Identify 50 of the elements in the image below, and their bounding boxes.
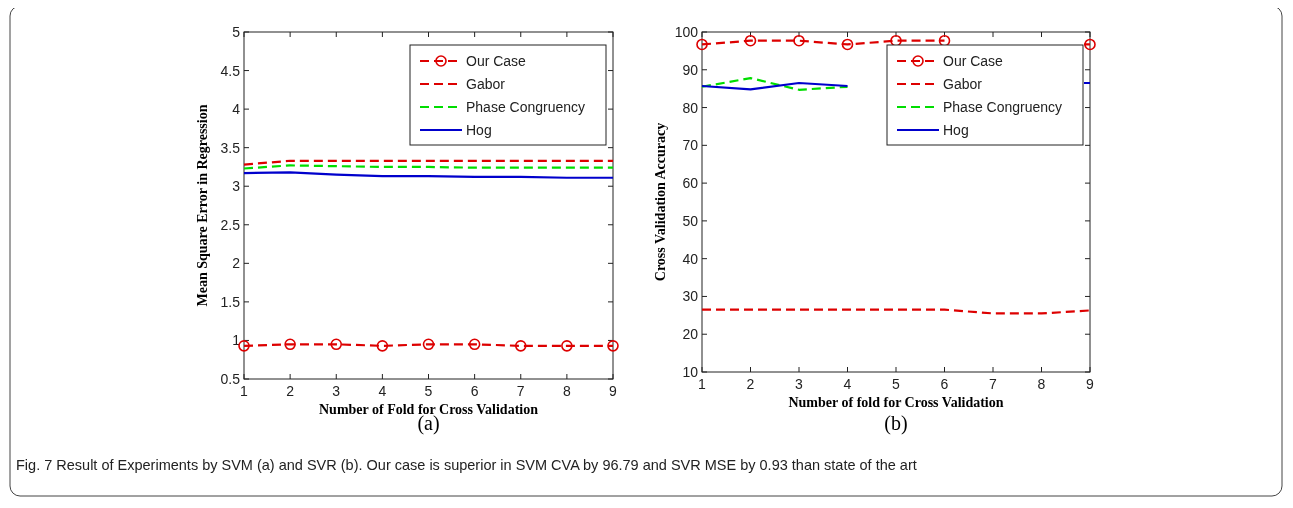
- x-tick-label: 2: [746, 376, 755, 392]
- y-tick-label: 40: [682, 250, 699, 267]
- y-tick-label: 2.5: [220, 216, 241, 233]
- y-tick-label: 4.5: [220, 62, 241, 79]
- legend-label: Phase Congruency: [466, 99, 586, 115]
- legend-label: Gabor: [943, 76, 983, 92]
- y-tick-label: 1: [232, 332, 241, 349]
- x-tick-label: 7: [516, 383, 525, 399]
- legend-label: Hog: [466, 122, 492, 138]
- y-tick-label: 3.5: [220, 139, 241, 156]
- x-tick-label: 8: [562, 383, 571, 399]
- legend-label: Gabor: [466, 76, 506, 92]
- x-tick-label: 5: [424, 383, 433, 399]
- y-tick-label: 3: [232, 178, 241, 195]
- y-tick-label: 60: [682, 175, 699, 192]
- y-tick-label: 10: [682, 364, 699, 380]
- y-tick-label: 5: [232, 24, 241, 40]
- y-tick-label: 4: [232, 101, 241, 118]
- y-tick-label: 20: [682, 326, 699, 343]
- y-tick-label: 1.5: [220, 293, 241, 310]
- y-tick-label: 100: [674, 24, 699, 40]
- x-tick-label: 4: [843, 376, 852, 392]
- y-tick-label: 50: [682, 212, 699, 229]
- legend-label: Phase Congruency: [943, 99, 1063, 115]
- y-tick-label: 30: [682, 288, 699, 305]
- x-tick-label: 2: [286, 383, 295, 399]
- y-tick-label: 80: [682, 99, 699, 116]
- x-axis-title: Number of Fold for Cross Validation: [319, 402, 539, 417]
- y-tick-label: 70: [682, 137, 699, 154]
- x-tick-label: 5: [892, 376, 901, 392]
- x-tick-label: 4: [378, 383, 387, 399]
- y-axis-title: Cross Validation Accuracy: [653, 122, 668, 282]
- x-tick-label: 3: [795, 376, 804, 392]
- caption: Fig. 7 Result of Experiments by SVM (a) and SVR (b). Our case is superior in SVM CVA by 96.79 and SVR MSE by 0.93 than state of the art: [16, 457, 917, 473]
- x-tick-label: 9: [609, 383, 618, 399]
- x-tick-label: 6: [470, 383, 479, 399]
- x-tick-label: 8: [1037, 376, 1046, 392]
- x-axis-title: Number of fold for Cross Validation: [788, 395, 1004, 410]
- legend-label: Our Case: [943, 53, 1004, 69]
- y-tick-label: 90: [682, 61, 699, 78]
- y-axis-title: Mean Square Error in Regression: [195, 104, 210, 307]
- y-tick-label: 0.5: [220, 371, 241, 387]
- text: (b): [884, 412, 908, 435]
- y-tick-label: 2: [232, 255, 241, 272]
- x-tick-label: 3: [332, 383, 341, 399]
- x-tick-label: 9: [1086, 376, 1095, 392]
- legend-label: Hog: [943, 122, 969, 138]
- legend-label: Our Case: [466, 53, 527, 69]
- x-tick-label: 6: [940, 376, 949, 392]
- x-tick-label: 7: [989, 376, 998, 392]
